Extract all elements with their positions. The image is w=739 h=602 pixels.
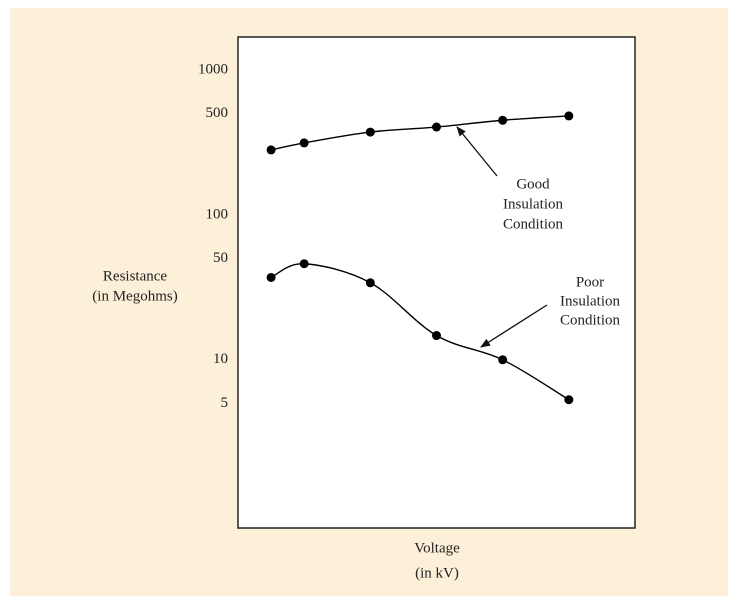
x-axis-label: (in kV): [415, 565, 459, 581]
y-tick-label: 10: [213, 351, 228, 367]
y-axis-label: (in Megohms): [92, 288, 177, 304]
data-point: [299, 259, 309, 269]
annotation-arrow: [480, 304, 548, 348]
y-tick-label: 100: [206, 206, 229, 222]
data-point: [564, 111, 574, 121]
data-point: [365, 278, 375, 288]
data-point: [299, 138, 309, 148]
data-point: [432, 122, 441, 132]
y-tick-label: 1000: [198, 61, 228, 77]
data-point: [266, 272, 276, 282]
y-tick-label: 5: [221, 395, 229, 411]
annotation: Poor: [576, 274, 604, 290]
annotation: Insulation: [560, 293, 620, 309]
data-point: [266, 145, 276, 155]
y-tick-label: 500: [206, 105, 229, 121]
annotation: Condition: [560, 312, 621, 328]
data-point: [432, 331, 441, 341]
data-point: [564, 395, 574, 405]
annotation-arrow: [456, 126, 498, 177]
data-point: [498, 115, 508, 125]
x-axis-label: Voltage: [414, 540, 460, 556]
data-point: [498, 355, 508, 365]
annotation: Good: [516, 176, 550, 192]
y-tick-label: 50: [213, 250, 228, 266]
data-point: [365, 127, 375, 137]
annotation: Insulation: [503, 196, 563, 212]
y-axis-label: Resistance: [103, 268, 167, 284]
annotation: Condition: [503, 216, 564, 232]
